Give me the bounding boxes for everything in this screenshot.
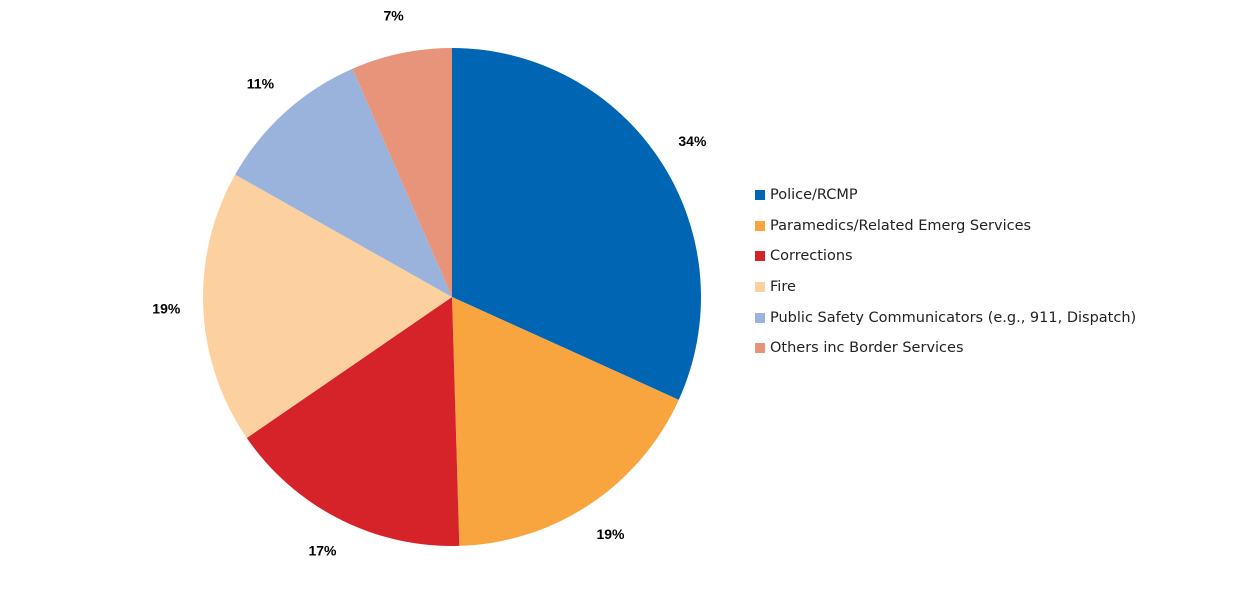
- legend-label: Police/RCMP: [770, 187, 858, 204]
- legend-swatch: [755, 312, 765, 323]
- legend-swatch: [755, 190, 765, 201]
- legend-label: Others inc Border Services: [770, 340, 964, 357]
- pie-data-labels: 34% 19% 17% 19% 11% 7%: [152, 8, 707, 559]
- legend-item: Public Safety Communicators (e.g., 911, …: [755, 302, 1136, 333]
- legend-item: Paramedics/Related Emerg Services: [755, 211, 1136, 242]
- legend-item: Corrections: [755, 241, 1136, 272]
- pie-slice-2: [246, 297, 460, 546]
- data-label-2: 17%: [308, 543, 337, 559]
- legend-swatch: [755, 220, 765, 231]
- legend-label: Corrections: [770, 248, 853, 265]
- data-label-1: 19%: [596, 526, 625, 542]
- pie-slice-5: [352, 48, 452, 297]
- data-label-3: 19%: [152, 300, 181, 316]
- pie-slice-1: [452, 297, 679, 546]
- legend-item: Fire: [755, 272, 1136, 303]
- legend-swatch: [755, 251, 765, 262]
- pie-slice-0: [452, 48, 701, 400]
- pie-slice-3: [203, 174, 452, 438]
- pie-slice-4: [235, 68, 452, 298]
- data-label-4: 11%: [247, 75, 275, 91]
- legend-item: Others inc Border Services: [755, 333, 1136, 364]
- legend-swatch: [755, 282, 765, 293]
- pie-slices: [203, 48, 701, 546]
- legend-label: Fire: [770, 279, 796, 296]
- legend-item: Police/RCMP: [755, 180, 1136, 211]
- data-label-0: 34%: [678, 133, 707, 149]
- legend-label: Paramedics/Related Emerg Services: [770, 217, 1032, 234]
- legend-swatch: [755, 343, 765, 354]
- legend-label: Public Safety Communicators (e.g., 911, …: [770, 309, 1137, 326]
- data-label-5: 7%: [383, 8, 404, 24]
- chart-legend: Police/RCMP Paramedics/Related Emerg Serv…: [755, 180, 1136, 364]
